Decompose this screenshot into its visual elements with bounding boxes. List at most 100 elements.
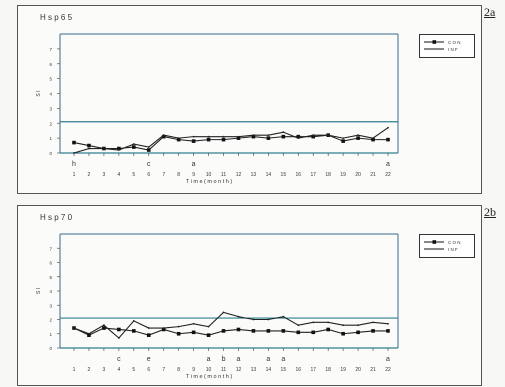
x-tick-label: 16	[296, 367, 302, 373]
annotation-letter: a	[281, 356, 285, 363]
data-point-con	[146, 333, 151, 337]
data-point-inf	[207, 325, 210, 328]
data-point-con	[251, 134, 256, 139]
data-point-con	[176, 331, 181, 336]
data-point-con	[72, 140, 76, 145]
panel-label-2b: 2b	[484, 205, 496, 219]
data-point-inf	[372, 321, 374, 324]
x-tick-label: 3	[103, 172, 106, 178]
x-axis-label-hsp70: T i m e ( m o n t h )	[186, 374, 233, 380]
x-tick-label: 21	[370, 367, 376, 373]
y-tick-label: 3	[49, 106, 52, 111]
data-point-con	[311, 330, 316, 335]
annotation-letter: a	[192, 161, 196, 168]
chart-title-hsp70: H s p 7 0	[40, 213, 73, 222]
data-point-inf	[147, 327, 150, 329]
data-point-inf	[312, 321, 315, 324]
x-tick-label: 2	[88, 172, 91, 178]
data-point-con	[326, 327, 330, 332]
data-point-inf	[267, 318, 270, 321]
data-point-inf	[342, 324, 345, 327]
data-point-con	[161, 134, 166, 139]
data-point-con	[117, 146, 121, 151]
data-point-con	[371, 137, 375, 142]
data-point-con	[386, 329, 390, 333]
series-line-inf	[73, 127, 389, 154]
data-point-inf	[342, 137, 345, 140]
data-point-con	[87, 333, 91, 337]
legend-marker	[432, 240, 437, 244]
y-tick-label: 4	[49, 92, 52, 97]
data-point-con	[341, 139, 345, 143]
x-tick-label: 21	[370, 172, 376, 178]
y-axis-label-hsp70: S I	[36, 288, 42, 294]
x-tick-label: 19	[340, 367, 346, 373]
x-tick-label: 13	[251, 367, 257, 373]
data-point-inf	[282, 131, 285, 134]
annotation-letter: a	[266, 356, 270, 363]
data-point-inf	[372, 137, 374, 140]
y-tick-label: 7	[49, 246, 52, 251]
data-point-inf	[162, 134, 165, 137]
y-tick-label: 2	[49, 121, 52, 126]
y-axis-label-hsp65: S I	[36, 90, 42, 96]
x-tick-label: 15	[281, 172, 287, 178]
x-tick-label: 10	[206, 172, 212, 178]
legend-entry: I N F	[448, 247, 458, 252]
x-tick-label: 11	[221, 367, 226, 373]
legend-svg-hsp70: C O N I N F	[424, 240, 461, 252]
data-point-con	[161, 327, 166, 332]
y-tick-label: 0	[49, 346, 52, 351]
data-point-inf	[387, 126, 389, 129]
data-point-inf	[297, 324, 300, 327]
x-tick-label: 7	[162, 367, 165, 373]
data-point-con	[281, 329, 286, 333]
legend-entry: C O N	[448, 40, 461, 45]
x-axis-label-hsp65: T i m e ( m o n t h )	[186, 179, 233, 185]
y-tick-label: 4	[49, 289, 52, 294]
x-tick-label: 1	[73, 367, 76, 373]
series-line-inf	[73, 311, 389, 339]
x-tick-label: 20	[355, 367, 361, 373]
data-point-inf	[177, 325, 180, 328]
annotation-letter: c	[147, 161, 151, 168]
data-point-con	[221, 329, 226, 333]
y-tick-label: 0	[49, 151, 52, 156]
data-point-inf	[192, 135, 195, 138]
data-point-inf	[73, 327, 75, 329]
y-tick-label: 6	[49, 62, 52, 67]
legend-hsp65: C O N I N F	[419, 34, 475, 58]
annotation-letter: e	[147, 356, 151, 363]
data-point-inf	[162, 327, 165, 329]
x-tick-label: 8	[177, 172, 180, 178]
data-point-con	[251, 329, 256, 333]
data-point-con	[206, 333, 211, 337]
data-point-inf	[267, 134, 270, 137]
annotation-letter: a	[237, 356, 241, 363]
data-point-inf	[237, 315, 240, 318]
data-point-inf	[222, 135, 225, 138]
data-point-con	[296, 330, 301, 335]
data-point-con	[266, 329, 271, 333]
x-tick-label: 11	[221, 172, 226, 178]
data-point-inf	[312, 134, 315, 137]
x-tick-label: 14	[266, 172, 272, 178]
x-tick-label: 7	[162, 172, 165, 178]
y-tick-label: 7	[49, 47, 52, 52]
legend-entry: I N F	[448, 47, 458, 52]
y-tick-label: 5	[49, 275, 52, 280]
legend-marker	[432, 40, 437, 44]
x-tick-label: 6	[147, 172, 150, 178]
data-point-inf	[387, 322, 389, 325]
data-point-con	[311, 134, 316, 139]
data-point-inf	[103, 147, 105, 150]
data-point-con	[341, 331, 345, 336]
data-point-con	[191, 330, 196, 335]
x-tick-label: 16	[296, 172, 302, 178]
x-tick-label: 9	[192, 367, 195, 373]
data-point-con	[296, 134, 301, 139]
data-point-inf	[237, 135, 240, 138]
data-point-inf	[327, 134, 330, 137]
x-tick-label: 20	[355, 172, 361, 178]
legend-entry: C O N	[448, 240, 461, 245]
